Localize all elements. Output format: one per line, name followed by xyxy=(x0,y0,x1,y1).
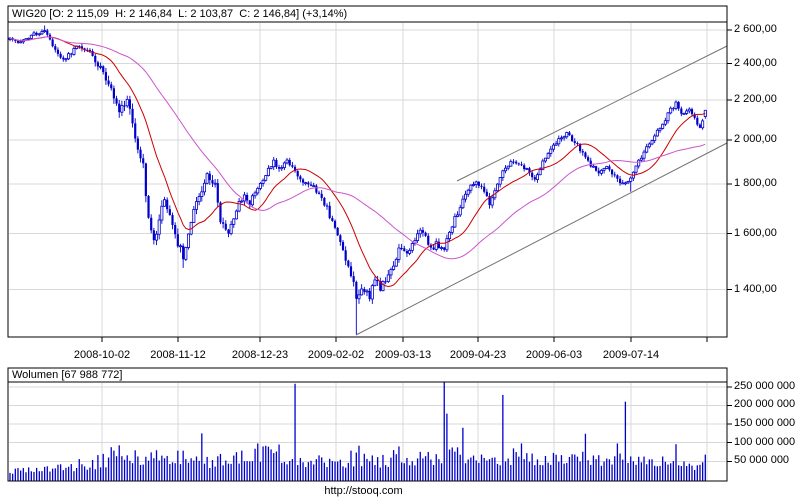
volume-axis-label: 50 000 000 xyxy=(734,454,790,467)
fast-ma xyxy=(9,36,706,288)
panel-frames xyxy=(7,5,732,482)
date-axis-label: 2009-04-23 xyxy=(449,349,507,361)
volume-axis-label: 250 000 000 xyxy=(734,379,796,392)
date-axis-label: 2008-12-23 xyxy=(231,349,289,361)
slow-ma xyxy=(9,36,706,260)
date-axis-label: 2009-02-02 xyxy=(307,349,365,361)
price-axis-label: 2 600,00 xyxy=(734,23,777,35)
volume-axis-label: 200 000 000 xyxy=(734,398,796,411)
volume-bars xyxy=(9,382,706,481)
candles xyxy=(8,25,707,335)
price-panel-title: WIG20 [O: 2 115,09 H: 2 146,84 L: 2 103,… xyxy=(12,8,348,20)
price-axis-label: 1 400,00 xyxy=(734,282,777,295)
date-axis-label: 2009-06-03 xyxy=(525,349,583,361)
price-axis-label: 2 400,00 xyxy=(734,56,777,69)
volume-axis-label: 100 000 000 xyxy=(734,435,796,448)
moving-averages xyxy=(9,36,706,288)
gridlines xyxy=(9,23,726,480)
trend-channel xyxy=(355,45,728,336)
date-axis-label: 2008-10-02 xyxy=(73,349,131,361)
date-axis-label: 2009-07-14 xyxy=(602,349,660,361)
footer-url: http://stooq.com xyxy=(324,485,403,497)
price-axis-label: 1 800,00 xyxy=(734,177,777,190)
price-axis-label: 1 600,00 xyxy=(734,226,777,239)
date-axis-label: 2008-11-12 xyxy=(150,349,206,361)
price-axis-label: 2 200,00 xyxy=(734,93,777,106)
price-axis-label: 2 000,00 xyxy=(734,132,777,145)
volume-panel-title: Wolumen [67 988 772] xyxy=(12,369,123,381)
volume-axis-label: 150 000 000 xyxy=(734,417,796,430)
date-axis-label: 2009-03-13 xyxy=(374,349,432,361)
